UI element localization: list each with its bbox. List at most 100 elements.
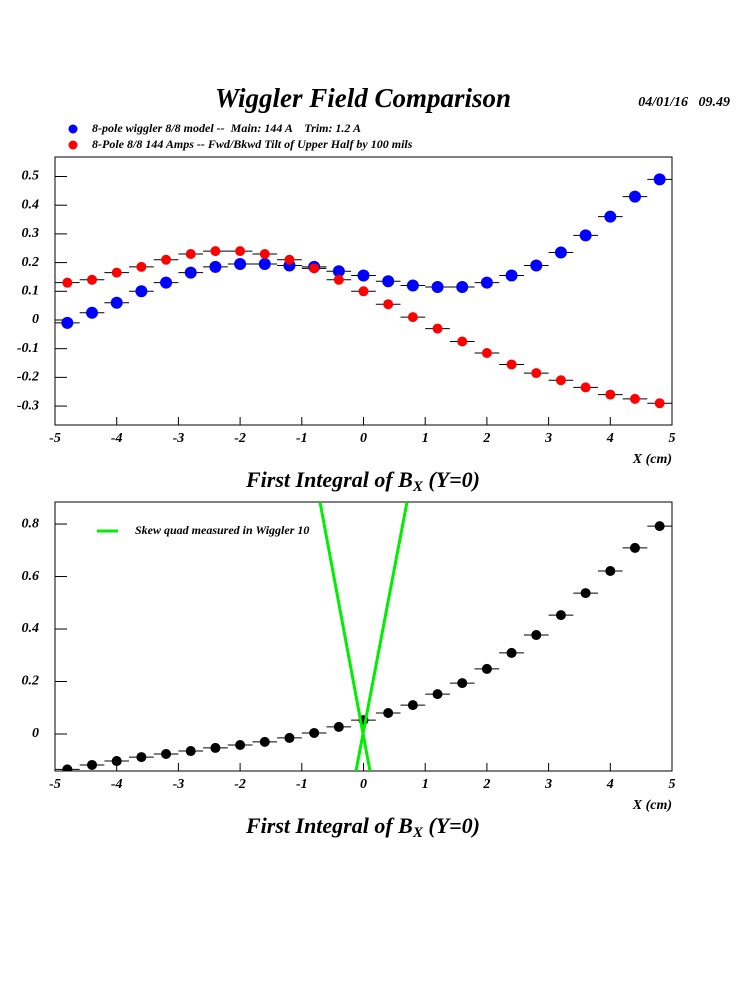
point: [407, 312, 418, 323]
legend-label: Skew quad measured in Wiggler 10: [135, 523, 309, 537]
point: [406, 279, 419, 292]
point: [481, 663, 492, 674]
point: [432, 323, 443, 334]
point: [383, 708, 394, 719]
point: [604, 210, 617, 223]
point: [629, 542, 640, 553]
x-tick-label: 3: [544, 431, 552, 446]
point: [457, 336, 468, 347]
point: [530, 259, 543, 272]
point: [456, 280, 469, 293]
point: [531, 630, 542, 641]
point: [184, 266, 197, 279]
plot-area: [55, 173, 672, 409]
caption-part: (Y=0): [423, 467, 480, 492]
y-tick-label: 0.1: [22, 284, 40, 299]
point: [432, 689, 443, 700]
point: [185, 248, 196, 259]
y-tick-label: 0.2: [22, 255, 40, 270]
point: [628, 190, 641, 203]
y-tick-label: 0: [32, 726, 39, 741]
point: [506, 359, 517, 370]
y-tick-label: -0.3: [17, 398, 39, 413]
point: [61, 316, 74, 329]
point: [284, 254, 295, 265]
x-tick-label: -5: [49, 431, 61, 446]
point: [160, 276, 173, 289]
x-tick-label: 4: [606, 777, 614, 792]
y-tick-label: 0.6: [22, 569, 40, 584]
x-tick-label: 3: [544, 777, 552, 792]
x-tick-label: -4: [111, 777, 123, 792]
caption-part: X: [412, 479, 424, 495]
point: [136, 261, 147, 272]
point: [457, 678, 468, 689]
caption: First Integral of BX (Y=0): [245, 467, 480, 495]
point: [605, 566, 616, 577]
point: [653, 173, 666, 186]
point: [62, 277, 73, 288]
y-tick-label: 0.2: [22, 674, 40, 689]
chart-title: Wiggler Field Comparison: [215, 83, 511, 113]
point: [554, 246, 567, 259]
point: [234, 258, 247, 271]
point: [309, 727, 320, 738]
point: [210, 246, 221, 257]
caption-part: First Integral of B: [245, 813, 413, 838]
point: [480, 276, 493, 289]
point: [136, 752, 147, 763]
point: [332, 265, 345, 278]
point: [605, 389, 616, 400]
point: [505, 269, 518, 282]
point: [62, 764, 73, 771]
date-stamp: 04/01/16 09.49: [638, 95, 730, 110]
point: [555, 610, 566, 621]
point: [382, 275, 395, 288]
x-tick-label: 4: [606, 431, 614, 446]
point: [111, 267, 122, 278]
x-tick-label: 2: [482, 777, 490, 792]
point: [259, 736, 270, 747]
y-tick-label: -0.2: [17, 370, 39, 385]
point: [431, 280, 444, 293]
x-tick-label: -3: [173, 431, 185, 446]
point: [86, 306, 99, 319]
x-tick-label: 5: [669, 431, 676, 446]
y-tick-label: 0.4: [22, 197, 40, 212]
point: [161, 254, 172, 265]
series-line: [318, 502, 409, 771]
x-tick-label: 2: [482, 431, 490, 446]
point: [235, 246, 246, 257]
caption-part: (Y=0): [423, 813, 480, 838]
x-tick-label: 1: [422, 431, 429, 446]
y-tick-label: 0: [32, 312, 39, 327]
point: [87, 274, 98, 285]
point: [110, 296, 123, 309]
y-tick-label: 0.4: [22, 621, 40, 636]
legend-label: 8-pole wiggler 8/8 model -- Main: 144 A …: [92, 121, 361, 135]
y-tick-label: 0.3: [22, 226, 40, 241]
point: [358, 286, 369, 297]
point: [629, 393, 640, 404]
point: [258, 258, 271, 271]
point: [210, 742, 221, 753]
point: [580, 588, 591, 599]
x-tick-label: 1: [422, 777, 429, 792]
point: [87, 759, 98, 770]
point: [209, 260, 222, 273]
point: [185, 746, 196, 757]
legend-label: 8-Pole 8/8 144 Amps -- Fwd/Bkwd Tilt of …: [92, 137, 413, 151]
point: [161, 748, 172, 759]
point: [333, 274, 344, 285]
point: [235, 740, 246, 751]
x-tick-label: -4: [111, 431, 123, 446]
point: [111, 756, 122, 767]
point: [579, 229, 592, 242]
point: [654, 521, 665, 532]
x-tick-label: 0: [360, 777, 367, 792]
legend-swatch: [68, 124, 78, 134]
point: [383, 299, 394, 310]
point: [259, 248, 270, 259]
point: [333, 721, 344, 732]
